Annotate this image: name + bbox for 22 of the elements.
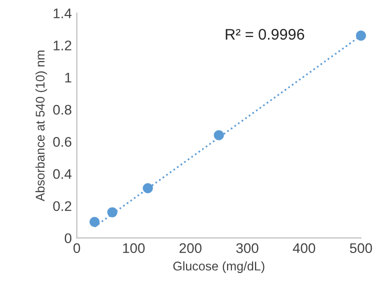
x-tick-label: 300 [236,243,258,254]
point [214,130,224,140]
y-tick-label: 0.6 [53,136,72,147]
point [142,183,153,194]
y-tick-label: 1 [65,72,72,82]
x-axis-title: Glucose (mg/dL) [173,261,264,273]
point [89,216,100,228]
x-tick-label: 500 [350,243,372,254]
y-tick-label: 0.4 [53,169,72,179]
x-tick-label: 400 [292,243,316,254]
y-axis-title: Absorbance at 540 (10) nm [35,50,48,202]
x-tick-label: 100 [123,243,145,254]
y-tick-label: 0.8 [53,104,72,115]
y-tick-label: 0 [64,233,72,244]
y-tick-label: 1.4 [54,8,72,18]
x-tick-label: 0 [73,243,80,254]
point [356,30,366,41]
annotation: R² = 0.9996 [226,28,304,40]
y-tick-label: 0.2 [53,201,72,212]
y-tick-label: 1.2 [54,40,72,50]
point [107,207,118,218]
x-tick-label: 200 [180,243,202,254]
